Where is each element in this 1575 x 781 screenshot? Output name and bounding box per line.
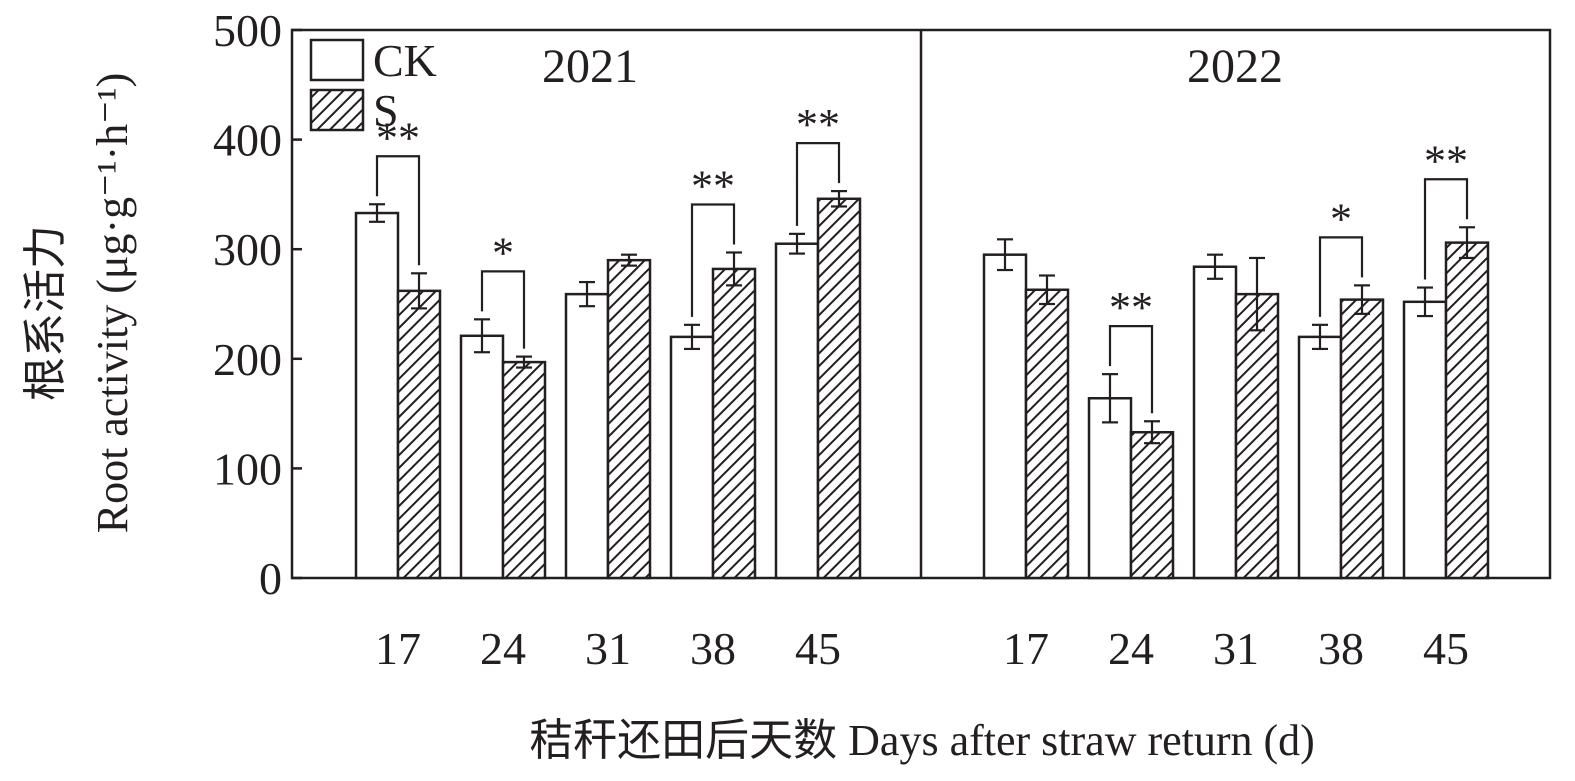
y-tick-label: 200 [213,334,282,385]
legend-swatch-s [309,88,365,132]
bar-ck [459,334,505,580]
x-axis-title: 秸秆还田后天数 Days after straw return (d) [529,716,1315,765]
y-axis-title-english: Root activity (μg·g⁻¹·h⁻¹) [88,73,137,534]
legend-label-s: S [373,85,399,136]
bar-ck [669,335,715,580]
bar-s [1234,292,1280,580]
x-tick-label: 24 [1108,623,1154,674]
significance-bracket [690,203,736,317]
bar-s [606,258,652,580]
significance-label: ** [376,113,420,162]
bar-s [1444,241,1490,580]
bar-ck [982,253,1028,580]
significance-bracket [375,155,421,266]
y-tick-label: 500 [213,5,282,56]
bar-s [1129,430,1175,580]
x-tick-label: 31 [1213,623,1259,674]
x-tick-label: 31 [585,623,631,674]
y-tick-label: 0 [259,553,282,604]
bar-s [816,197,862,580]
panel-2022: 2022 17 ** 24 31 * 38 ** 45 [982,40,1490,674]
bar-ck [1402,300,1448,580]
significance-bracket [795,142,841,226]
significance-bracket [1108,325,1154,414]
bar-ck [1087,397,1133,580]
significance-label: ** [796,100,840,149]
x-tick-label: 38 [690,623,736,674]
x-tick-label: 45 [1423,623,1469,674]
bar-ck [774,242,820,580]
panel-title: 2022 [1187,40,1283,93]
bar-ck [1192,265,1238,580]
y-tick-label: 400 [213,115,282,166]
bar-s [396,289,442,580]
bar-s [1024,288,1070,580]
y-tick-label: 300 [213,224,282,275]
legend: CKS [309,35,437,136]
significance-label: ** [1424,136,1468,185]
significance-label: * [1330,194,1352,243]
bar-s [711,267,757,580]
legend-label-ck: CK [373,35,437,86]
bar-s [1339,298,1385,580]
bar-s [501,360,547,580]
panel-title: 2021 [542,40,638,93]
x-tick-label: 38 [1318,623,1364,674]
significance-bracket [1318,236,1364,317]
bar-ck [354,211,400,580]
bar-ck [564,292,610,580]
y-axis-title: 根系活力 Root activity (μg·g⁻¹·h⁻¹) [21,73,137,534]
y-tick-label: 100 [213,443,282,494]
x-tick-label: 17 [1003,623,1049,674]
x-tick-label: 24 [480,623,526,674]
significance-label: * [492,228,514,277]
panel-2021: 2021 ** 17 * 24 31 ** 38 ** 45 [354,40,862,674]
x-tick-label: 45 [795,623,841,674]
significance-bracket [1423,178,1469,280]
bar-ck [1297,335,1343,580]
significance-label: ** [691,161,735,210]
significance-bracket [480,270,526,349]
legend-swatch-ck [309,38,365,82]
x-tick-label: 17 [375,623,421,674]
significance-label: ** [1109,283,1153,332]
y-axis-title-chinese: 根系活力 [21,225,70,401]
